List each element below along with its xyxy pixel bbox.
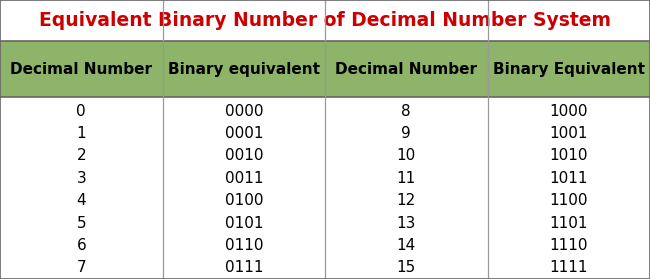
Text: 1111: 1111 xyxy=(549,260,588,275)
Text: 10: 10 xyxy=(396,148,416,163)
Text: Binary Equivalent: Binary Equivalent xyxy=(493,62,645,77)
Text: 1000: 1000 xyxy=(549,104,588,119)
Text: 3: 3 xyxy=(77,171,86,186)
Text: 0000: 0000 xyxy=(224,104,263,119)
Text: 12: 12 xyxy=(396,193,416,208)
Bar xyxy=(0,0,650,41)
Text: 14: 14 xyxy=(396,238,416,253)
Text: 0010: 0010 xyxy=(224,148,263,163)
Text: 0101: 0101 xyxy=(224,215,263,230)
Text: 1001: 1001 xyxy=(549,126,588,141)
Text: Decimal Number: Decimal Number xyxy=(335,62,477,77)
Text: 0011: 0011 xyxy=(224,171,263,186)
Text: 2: 2 xyxy=(77,148,86,163)
Text: 0110: 0110 xyxy=(224,238,263,253)
Text: 0001: 0001 xyxy=(224,126,263,141)
Text: 5: 5 xyxy=(77,215,86,230)
Text: 1110: 1110 xyxy=(549,238,588,253)
Text: 13: 13 xyxy=(396,215,416,230)
Text: 1: 1 xyxy=(77,126,86,141)
Text: 6: 6 xyxy=(77,238,86,253)
Text: 0: 0 xyxy=(77,104,86,119)
Text: 11: 11 xyxy=(396,171,416,186)
Text: 4: 4 xyxy=(77,193,86,208)
Text: 0100: 0100 xyxy=(224,193,263,208)
Text: Decimal Number: Decimal Number xyxy=(10,62,152,77)
Text: 1010: 1010 xyxy=(549,148,588,163)
Text: 1100: 1100 xyxy=(549,193,588,208)
Text: 8: 8 xyxy=(402,104,411,119)
Text: 15: 15 xyxy=(396,260,416,275)
Text: 7: 7 xyxy=(77,260,86,275)
Text: 1101: 1101 xyxy=(549,215,588,230)
Text: Binary equivalent: Binary equivalent xyxy=(168,62,320,77)
Bar xyxy=(0,41,650,97)
Text: 1011: 1011 xyxy=(549,171,588,186)
Text: Equivalent Binary Number of Decimal Number System: Equivalent Binary Number of Decimal Numb… xyxy=(39,11,611,30)
Bar xyxy=(0,97,650,279)
Text: 9: 9 xyxy=(402,126,411,141)
Text: 0111: 0111 xyxy=(224,260,263,275)
